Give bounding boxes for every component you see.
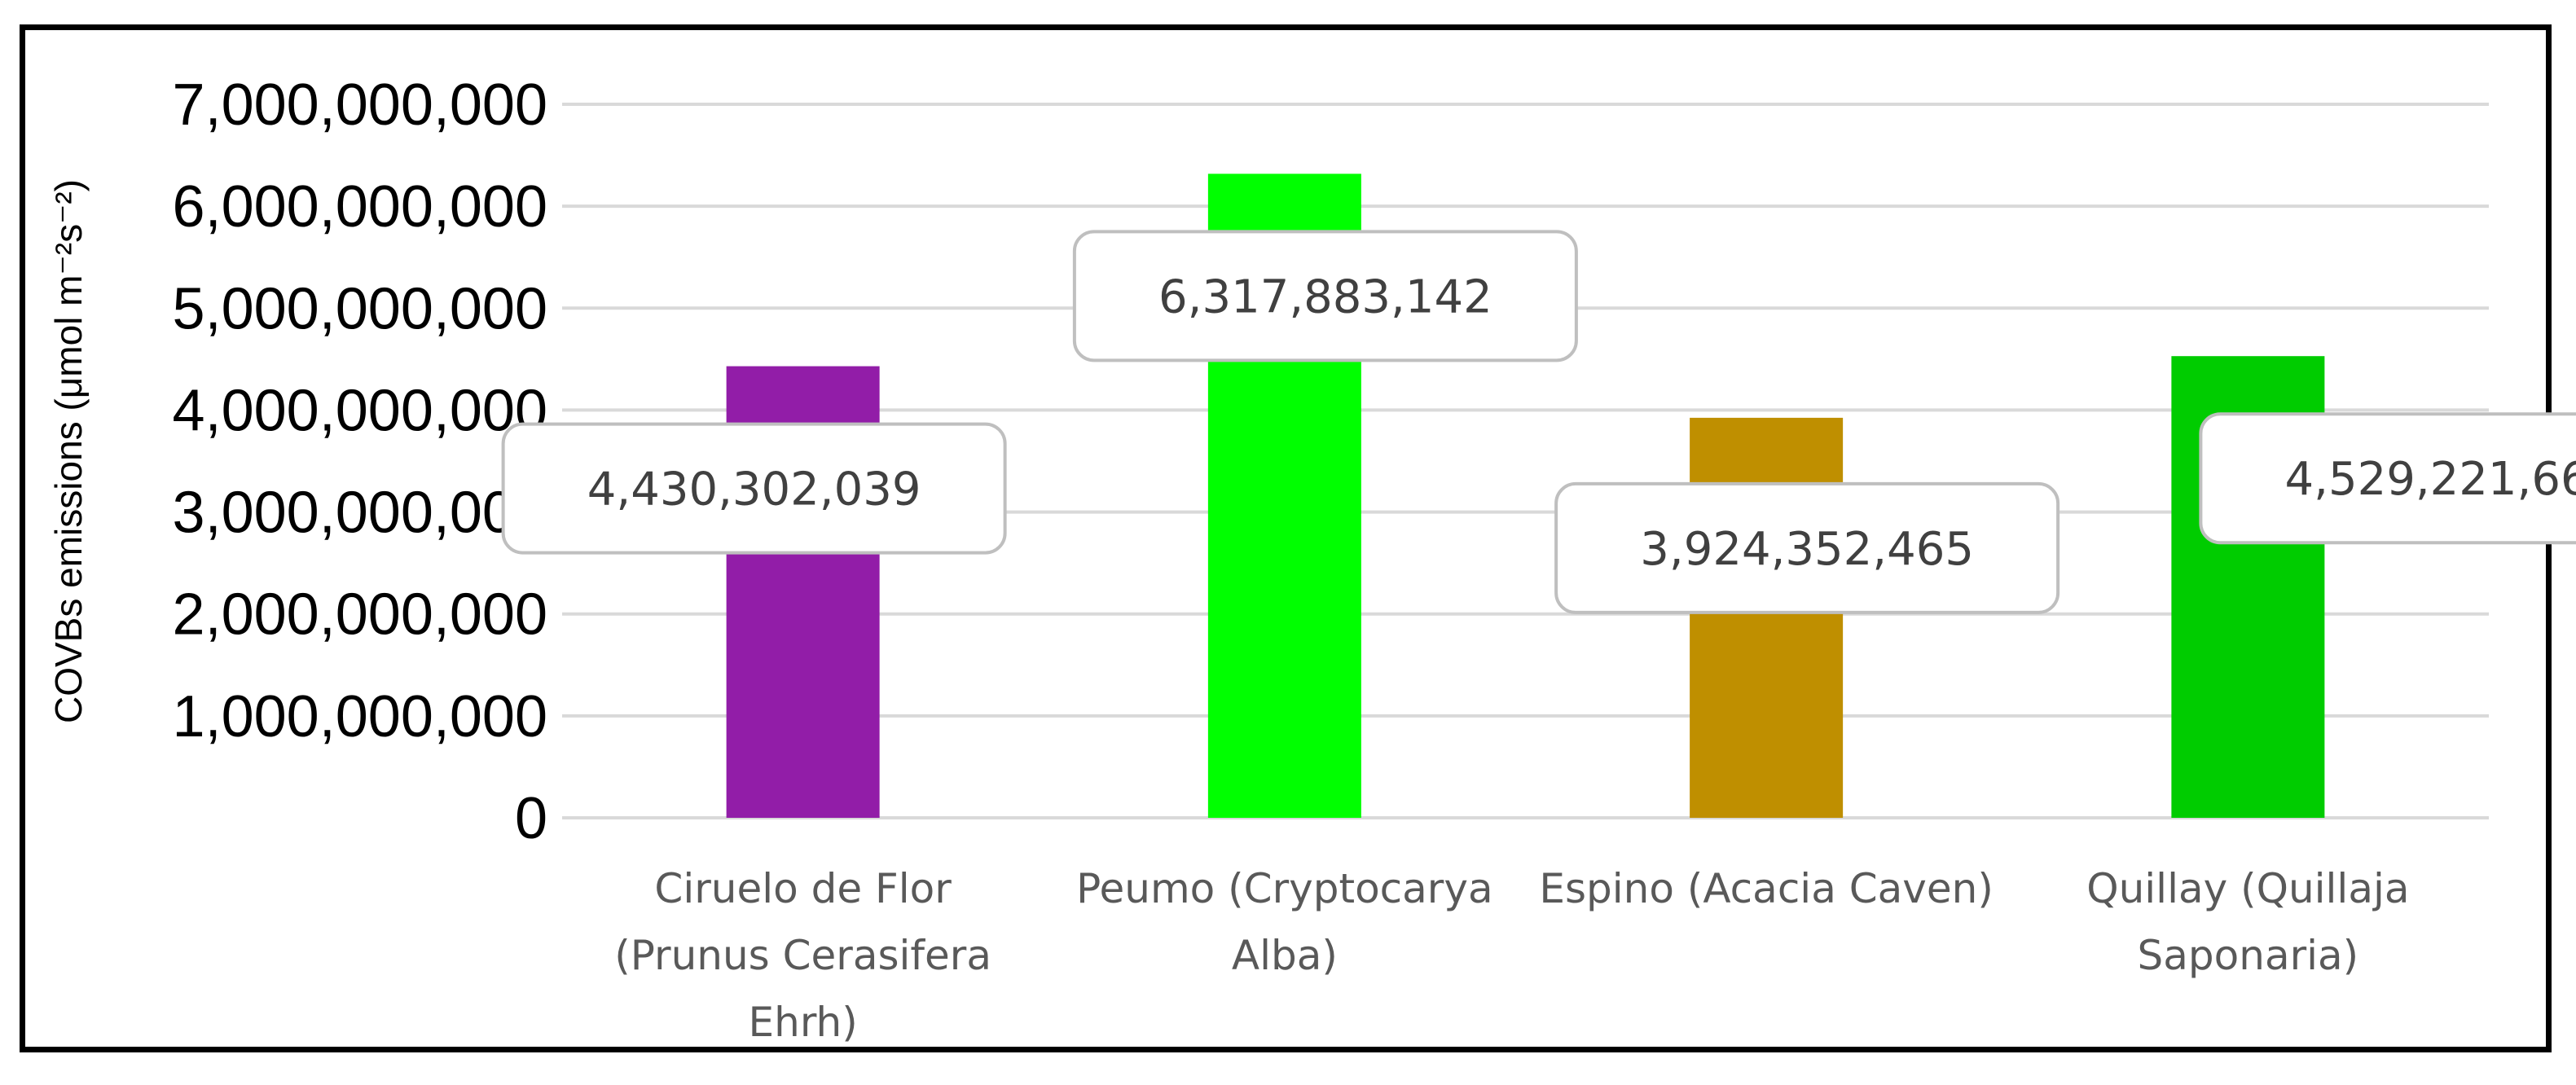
callout-box [501,422,1007,555]
y-tick-label: 5,000,000,000 [173,276,547,341]
x-tick-label: Quillay (Quillaja Saponaria) [2086,865,2409,979]
x-tick-label-line: Saponaria) [2138,932,2359,979]
data-label-callout: 3,924,352,465 [1554,481,2060,614]
callout-box [2199,412,2576,545]
y-tick-label: 0 [515,786,547,851]
data-label-callout: 4,430,302,039 [501,422,1007,555]
y-axis-title: COVBs emissions (μmol m⁻²s⁻²) [47,179,90,723]
y-axis-tick-labels: 0 1,000,000,000 2,000,000,000 3,000,000,000… [173,72,547,851]
data-label: 6,317,883,142 [1158,270,1492,323]
x-tick-label: Ciruelo de Flor (Prunus Cerasifera Ehrh) [614,865,991,1046]
callout-box [1554,481,2060,614]
x-tick-label: Espino (Acacia Caven) [1539,865,1993,912]
data-label: 3,924,352,465 [1640,523,1974,576]
x-tick-label-line: Ehrh) [749,999,858,1046]
x-tick-label-line: Ciruelo de Flor [654,865,952,912]
x-tick-label-line: Peumo (Cryptocarya [1076,865,1492,912]
data-label-callouts: 4,430,302,039 6,317,883,142 3,924,352,465 4… [501,230,2576,614]
data-label: 4,430,302,039 [587,463,921,516]
data-label: 4,529,221,667 [2285,453,2576,506]
x-tick-label-line: Espino (Acacia Caven) [1539,865,1993,912]
y-tick-label: 4,000,000,000 [173,378,547,443]
x-tick-label: Peumo (Cryptocarya Alba) [1076,865,1492,979]
x-axis-category-labels: Ciruelo de Flor (Prunus Cerasifera Ehrh) Pe… [614,865,2409,1046]
data-label-callout: 6,317,883,142 [1072,230,1578,362]
y-tick-label: 2,000,000,000 [173,582,547,648]
x-tick-label-line: Alba) [1232,932,1338,979]
x-tick-label-line: (Prunus Cerasifera [614,932,991,979]
data-label-callout: 4,529,221,667 [2199,412,2576,545]
y-tick-label: 1,000,000,000 [173,684,547,749]
y-tick-label: 6,000,000,000 [173,174,547,239]
y-tick-label: 3,000,000,000 [173,481,547,546]
y-tick-label: 7,000,000,000 [173,72,547,138]
bar [1690,417,1844,818]
callout-box [1072,230,1578,362]
x-tick-label-line: Quillay (Quillaja [2086,865,2409,912]
